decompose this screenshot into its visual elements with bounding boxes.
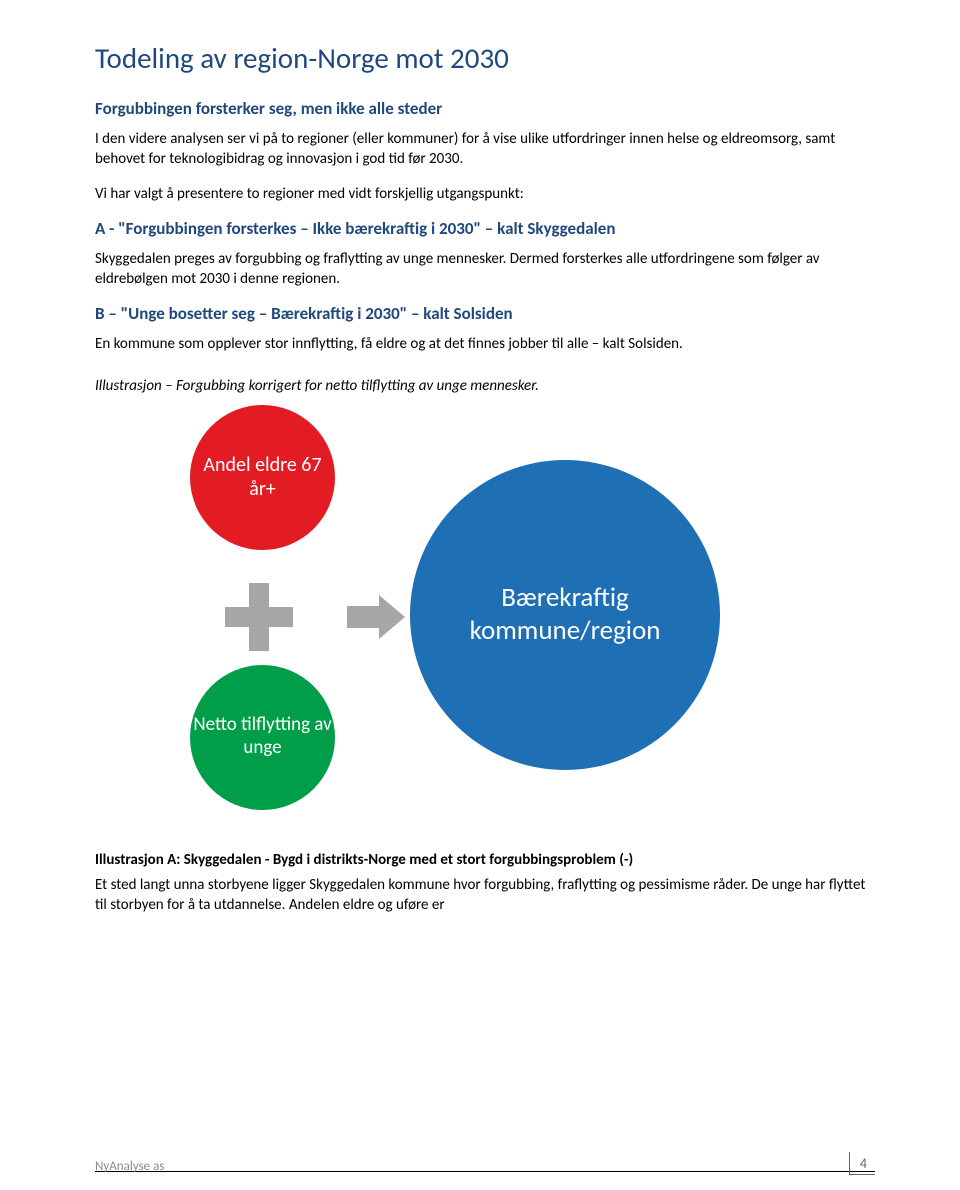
page-footer: NyAnalyse as 4: [95, 1171, 875, 1172]
illustration-a-heading: Illustrasjon A: Skyggedalen - Bygd i dis…: [95, 851, 875, 869]
plus-icon: [225, 583, 293, 651]
intro-paragraph-2: Vi har valgt å presentere to regioner me…: [95, 184, 875, 204]
arrow-right-icon: [347, 595, 405, 639]
footer-divider: [95, 1171, 875, 1172]
page-title: Todeling av region-Norge mot 2030: [95, 40, 875, 76]
section-a-text: Skyggedalen preges av forgubbing og fraf…: [95, 249, 875, 290]
footer-brand: NyAnalyse as: [95, 1159, 164, 1174]
illustration-caption: Illustrasjon – Forgubbing korrigert for …: [95, 377, 875, 395]
circle-red-andel-eldre: Andel eldre 67 år+: [190, 405, 335, 550]
circle-green-netto-tilflytting: Netto tilflytting av unge: [190, 665, 335, 810]
illustration-a-text: Et sted langt unna storbyene ligger Skyg…: [95, 875, 875, 916]
section-b-text: En kommune som opplever stor innflytting…: [95, 334, 875, 354]
intro-paragraph-1: I den videre analysen ser vi på to regio…: [95, 129, 875, 170]
section-a-heading: A - "Forgubbingen forsterkes – Ikke bære…: [95, 218, 875, 239]
intro-heading: Forgubbingen forsterker seg, men ikke al…: [95, 98, 875, 119]
section-b-heading: B – "Unge bosetter seg – Bærekraftig i 2…: [95, 303, 875, 324]
page-number: 4: [849, 1152, 875, 1175]
infographic-diagram: Andel eldre 67 år+ Bærekraftig kommune/r…: [145, 405, 785, 825]
circle-blue-baerekraftig: Bærekraftig kommune/region: [410, 460, 720, 770]
